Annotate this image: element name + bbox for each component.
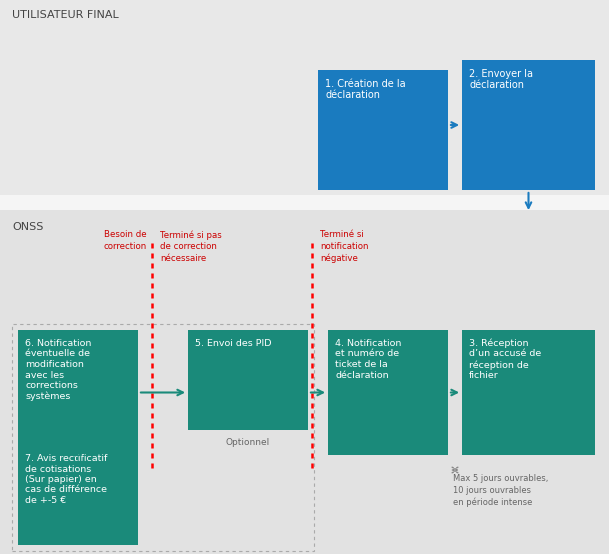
Text: 1. Création de la: 1. Création de la — [325, 79, 406, 89]
Text: 4. Notification: 4. Notification — [335, 339, 401, 348]
Bar — [188, 330, 308, 430]
Text: Besoin de
correction: Besoin de correction — [104, 230, 147, 251]
Bar — [0, 210, 609, 554]
Bar — [328, 330, 448, 455]
Text: déclaration: déclaration — [335, 371, 389, 379]
Bar — [318, 70, 448, 190]
Text: 7. Avis rectificatif: 7. Avis rectificatif — [25, 454, 107, 463]
Text: systèmes: systèmes — [25, 392, 71, 401]
Bar — [0, 0, 609, 195]
Text: éventuelle de: éventuelle de — [25, 350, 90, 358]
Text: de cotisations: de cotisations — [25, 464, 91, 474]
Text: et numéro de: et numéro de — [335, 350, 399, 358]
Text: réception de: réception de — [469, 360, 529, 370]
Text: Terminé si
notification
négative: Terminé si notification négative — [320, 230, 368, 263]
Text: UTILISATEUR FINAL: UTILISATEUR FINAL — [12, 10, 119, 20]
Bar — [462, 60, 595, 190]
Text: corrections: corrections — [25, 381, 78, 390]
Bar — [18, 330, 138, 455]
Text: déclaration: déclaration — [469, 80, 524, 90]
Text: Optionnel: Optionnel — [226, 438, 270, 447]
Text: cas de différence: cas de différence — [25, 485, 107, 495]
Text: ticket de la: ticket de la — [335, 360, 388, 369]
Text: Max 5 jours ouvrables,
10 jours ouvrables
en période intense: Max 5 jours ouvrables, 10 jours ouvrable… — [453, 474, 548, 507]
Bar — [12, 324, 314, 551]
Text: modification: modification — [25, 360, 84, 369]
Text: ONSS: ONSS — [12, 222, 43, 232]
Text: 6. Notification: 6. Notification — [25, 339, 91, 348]
Bar — [18, 445, 138, 545]
Text: 5. Envoi des PID: 5. Envoi des PID — [195, 339, 272, 348]
Bar — [462, 330, 595, 455]
Text: avec les: avec les — [25, 371, 64, 379]
Text: fichier: fichier — [469, 371, 499, 379]
Bar — [0, 195, 609, 210]
Text: Terminé si pas
de correction
nécessaire: Terminé si pas de correction nécessaire — [160, 230, 222, 263]
Text: d’un accusé de: d’un accusé de — [469, 350, 541, 358]
Text: (Sur papier) en: (Sur papier) en — [25, 475, 97, 484]
Text: de +-5 €: de +-5 € — [25, 496, 66, 505]
Text: 2. Envoyer la: 2. Envoyer la — [469, 69, 533, 79]
Text: déclaration: déclaration — [325, 90, 380, 100]
Text: 3. Réception: 3. Réception — [469, 339, 529, 348]
